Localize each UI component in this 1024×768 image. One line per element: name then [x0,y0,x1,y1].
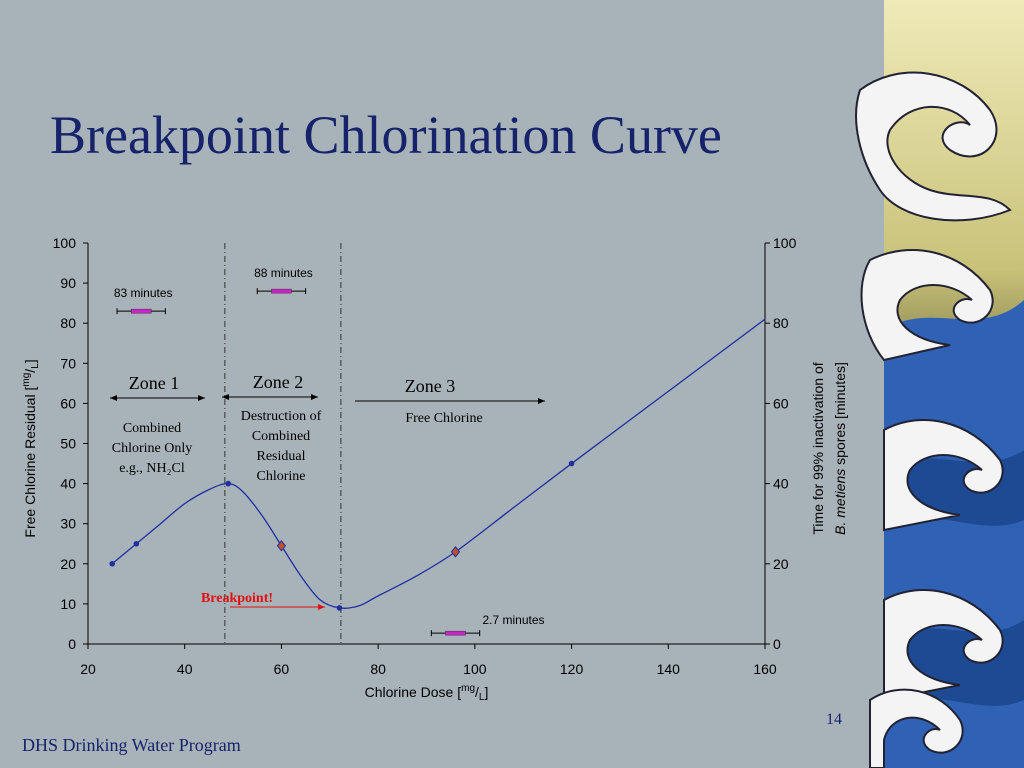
zone-description: Chlorine Only [112,441,193,456]
y2-axis-label: Time for 99% inactivation of [810,362,826,534]
label-sep: / [475,684,479,700]
data-point [133,540,140,547]
x-axis-label: Chlorine Dose [mg/L] [365,683,489,703]
label-end: ] [484,684,488,700]
y2-tick-label: 100 [773,235,797,251]
diamond-point [276,539,287,552]
y-tick-label: 90 [60,275,76,291]
data-label: 83 minutes [114,286,173,300]
zone-description: Combined [252,429,310,444]
y2-tick-label: 60 [773,395,789,411]
y-tick-label: 40 [60,476,76,492]
label-text: Free Chlorine Residual [ [22,387,38,538]
x-tick-label: 40 [177,661,193,677]
label-text: Chlorine Dose [ [365,684,462,700]
zone-description: Chlorine [257,469,306,484]
time-bar [271,288,292,294]
page-number: 14 [826,711,842,728]
y-tick-label: 70 [60,355,76,371]
x-tick-label: 60 [274,661,290,677]
x-tick-label: 160 [753,661,777,677]
zone-description: Destruction of [241,409,322,424]
label-italic: B. metiens [832,469,848,535]
zone-description: Residual [257,449,306,464]
data-label: 88 minutes [254,266,313,280]
slide-title: Breakpoint Chlorination Curve [50,105,722,165]
y-tick-label: 100 [53,235,77,251]
y-tick-label: 30 [60,516,76,532]
x-tick-label: 80 [370,661,386,677]
label-sub: L [479,692,485,703]
footer-program: DHS Drinking Water Program [22,735,241,755]
zone-label: Zone 1 [129,373,179,393]
y-tick-label: 50 [60,436,76,452]
zone-label: Zone 2 [253,372,303,392]
time-bar [130,308,152,314]
y-axis-label: Free Chlorine Residual [mg/L] [21,359,41,537]
label-sep: / [22,369,38,373]
y-tick-label: 60 [60,395,76,411]
x-tick-label: 120 [560,661,584,677]
data-label: 2.7 minutes [482,613,544,627]
x-tick-label: 20 [80,661,96,677]
x-tick-label: 100 [463,661,487,677]
zone-label: Zone 3 [405,376,455,396]
curve-line [111,318,766,609]
y-tick-label: 80 [60,315,76,331]
y-tick-label: 10 [60,596,76,612]
y2-tick-label: 0 [773,636,781,652]
label-sub: L [30,363,41,369]
wave-decoration [855,0,1024,768]
label-text: spores [minutes] [832,362,848,469]
data-point [109,561,115,567]
y2-tick-label: 80 [773,315,789,331]
y2-tick-label: 20 [773,556,789,572]
data-point [225,480,232,487]
y2-axis-label: B. metiens spores [minutes] [832,362,848,535]
breakpoint-label: Breakpoint! [201,591,273,606]
y-tick-label: 0 [68,636,76,652]
zone-description: Combined [123,421,181,436]
label-end: ] [22,359,38,363]
data-point [568,460,575,467]
x-tick-label: 140 [657,661,681,677]
label-sup: mg [461,683,475,694]
diamond-point [450,545,461,558]
y-tick-label: 20 [60,556,76,572]
label-sup: mg [21,373,32,387]
data-point [336,605,343,611]
zone-description: e.g., NH₂Cl [119,461,185,476]
time-bar [445,630,466,636]
zone-description: Free Chlorine [405,411,482,426]
y2-tick-label: 40 [773,476,789,492]
